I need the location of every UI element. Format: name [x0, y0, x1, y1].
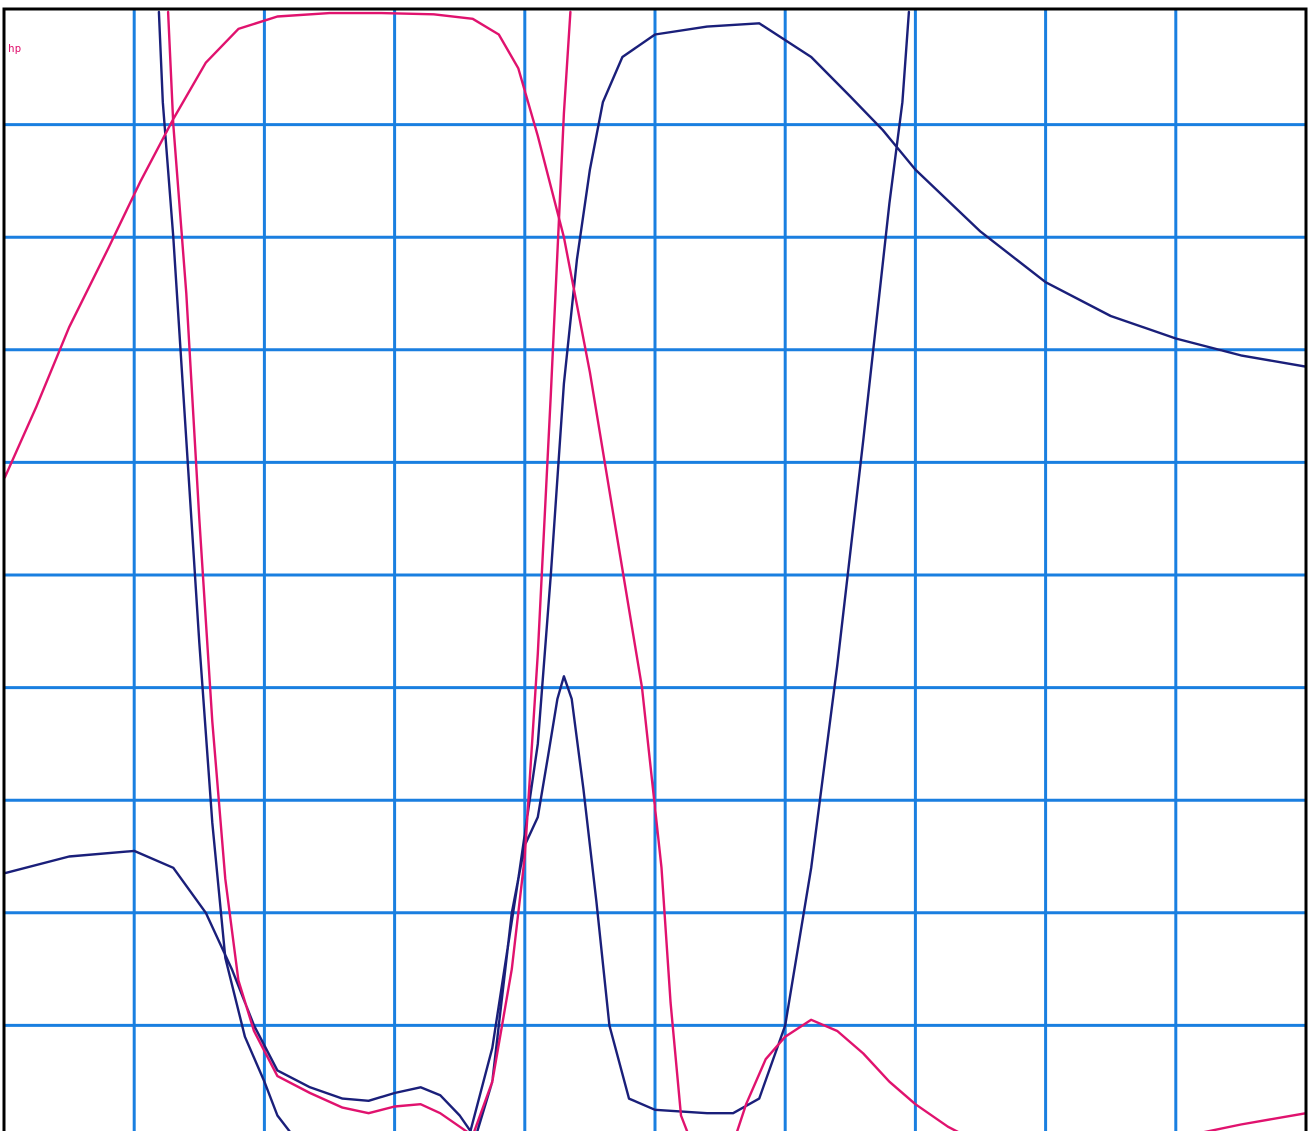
corner-mark: hp	[8, 42, 21, 55]
series-line-navy-2	[5, 10, 911, 1131]
series-layer	[5, 10, 1305, 1131]
series-line-navy-1	[157, 10, 291, 1131]
series-line-magenta-5	[5, 11, 1305, 1131]
series-line-magenta-4	[166, 10, 572, 1131]
plot-frame	[2, 7, 1308, 1131]
series-line-navy-3	[469, 22, 1305, 1131]
